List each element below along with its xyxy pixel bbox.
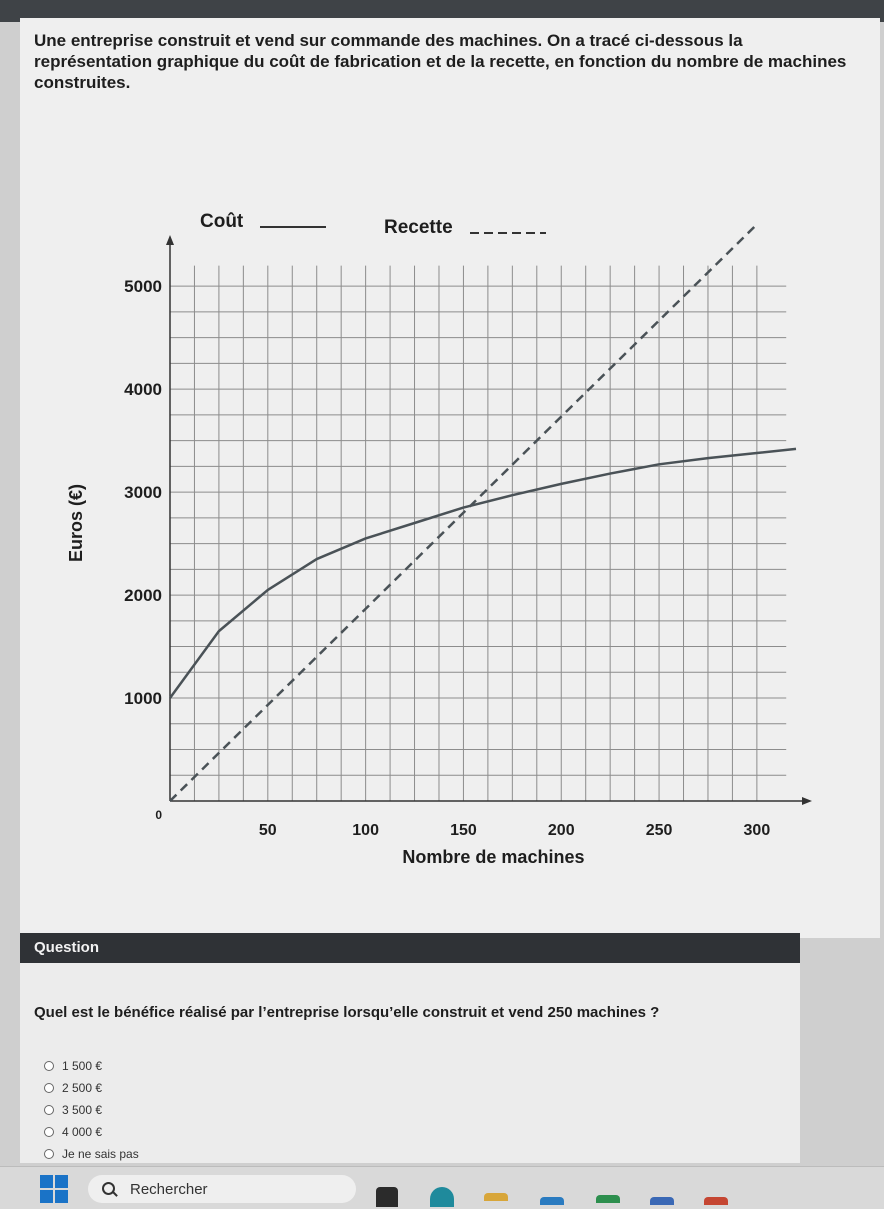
windows-start-icon[interactable] [40,1175,68,1203]
y-tick-label: 1000 [124,689,162,708]
chart: 50 100 150 200 250 300010002000300040005000No… [66,211,812,867]
chart-axes [166,235,812,805]
option-label: 4 000 € [62,1125,103,1139]
x-tick-label: 200 [548,822,575,839]
office-icon[interactable] [704,1197,728,1205]
radio-icon[interactable] [44,1105,54,1115]
edge-browser-icon[interactable] [430,1187,454,1207]
answer-option-1500[interactable]: 1 500 € [44,1055,139,1077]
y-axis-arrow [166,235,174,245]
browser-top-bar [0,0,884,22]
content-sheet [20,18,880,938]
answer-options: 1 500 € 2 500 € 3 500 € 4 000 € Je ne sa… [44,1055,139,1165]
y-tick-label: 3000 [124,483,162,502]
taskbar-search[interactable]: Rechercher [88,1175,356,1203]
radio-icon[interactable] [44,1127,54,1137]
radio-icon[interactable] [44,1061,54,1071]
x-tick-label: 300 [744,822,771,839]
search-icon [102,1182,116,1196]
chart-labels: 50 100 150 200 250 300010002000300040005000No… [66,211,770,867]
y-tick-label: 2000 [124,586,162,605]
y-tick-label: 5000 [124,277,162,296]
search-label: Rechercher [130,1180,208,1198]
chart-series [168,223,797,802]
option-label: 3 500 € [62,1103,103,1117]
file-explorer-icon[interactable] [376,1187,398,1207]
x-tick-label: 150 [450,822,477,839]
x-axis-label: Nombre de machines [402,847,584,867]
radio-icon[interactable] [44,1083,54,1093]
y-axis-label: Euros (€) [66,484,86,562]
question-panel [20,963,800,1163]
option-label: 1 500 € [62,1059,103,1073]
x-tick-label: 250 [646,822,673,839]
revenue-line [169,223,758,802]
folder-icon[interactable] [484,1193,508,1201]
question-header: Question [20,933,800,963]
store-icon[interactable] [540,1197,564,1205]
option-label: 2 500 € [62,1081,103,1095]
x-axis-arrow [802,797,812,805]
app-icon[interactable] [596,1195,620,1203]
cost-line [168,447,797,699]
x-tick-label: 50 [259,822,277,839]
answer-option-4000[interactable]: 4 000 € [44,1121,139,1143]
intro-text: Une entreprise construit et vend sur com… [34,31,847,92]
y-tick-label: 0 [155,808,162,822]
chart-grid [170,265,787,801]
x-tick-label: 100 [352,822,379,839]
mail-icon[interactable] [650,1197,674,1205]
taskbar: Rechercher [0,1166,884,1209]
question-text: Quel est le bénéfice réalisé par l’entre… [34,1004,660,1021]
legend-label-recette: Recette [384,217,453,238]
option-label: Je ne sais pas [62,1147,139,1161]
y-tick-label: 4000 [124,380,162,399]
radio-icon[interactable] [44,1149,54,1159]
answer-option-2500[interactable]: 2 500 € [44,1077,139,1099]
answer-option-unknown[interactable]: Je ne sais pas [44,1143,139,1165]
legend-label-cout: Coût [200,211,244,232]
answer-option-3500[interactable]: 3 500 € [44,1099,139,1121]
